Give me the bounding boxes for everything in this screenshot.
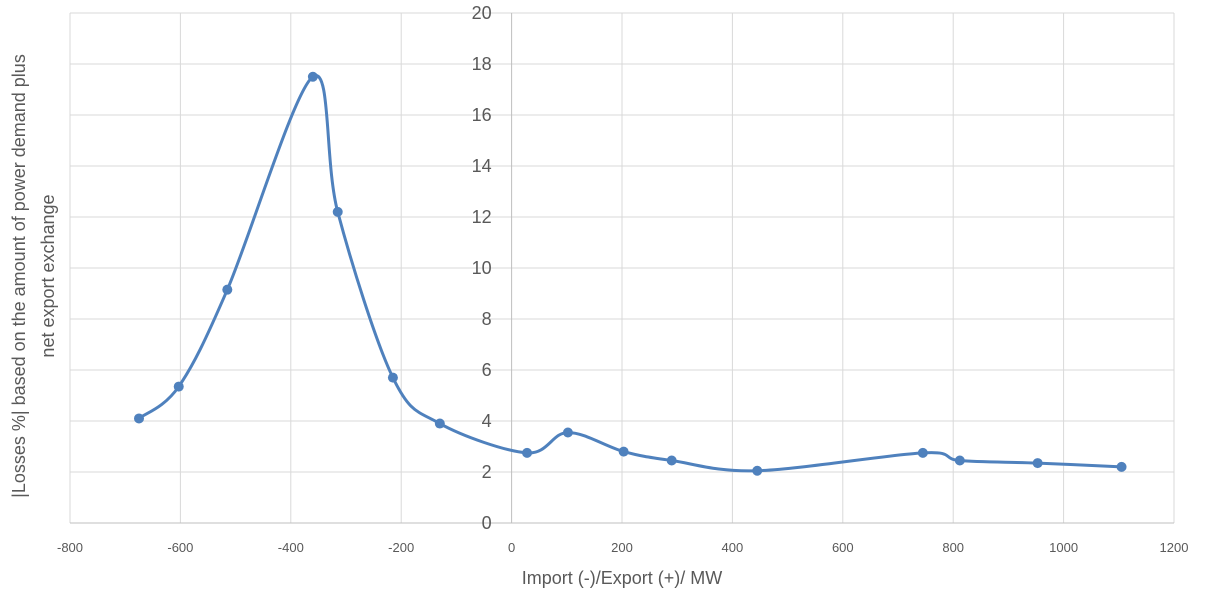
y-tick-label: 18 (472, 54, 492, 74)
x-tick-label: -800 (57, 540, 83, 555)
x-tick-label: 600 (832, 540, 854, 555)
data-point (618, 446, 629, 457)
x-tick-label: -400 (278, 540, 304, 555)
x-tick-label: 1200 (1160, 540, 1189, 555)
y-tick-label: 0 (482, 513, 492, 533)
data-point (134, 413, 144, 424)
x-tick-label: -200 (388, 540, 414, 555)
data-point (387, 372, 398, 383)
x-tick-label: 800 (942, 540, 964, 555)
data-point (666, 455, 677, 466)
y-tick-label: 6 (482, 360, 492, 380)
x-tick-label: -600 (167, 540, 193, 555)
y-tick-label: 16 (472, 105, 492, 125)
x-tick-label: 400 (722, 540, 744, 555)
data-point (522, 447, 533, 458)
y-tick-label: 12 (472, 207, 492, 227)
x-tick-label: 200 (611, 540, 633, 555)
y-tick-label: 4 (482, 411, 492, 431)
y-axis-label-line-1: |Losses %| based on the amount of power … (9, 54, 29, 498)
series-line (137, 74, 1124, 473)
y-tick-label: 10 (472, 258, 492, 278)
data-point (752, 465, 763, 476)
axes (70, 13, 1174, 524)
data-point (1032, 458, 1043, 469)
y-axis-label: |Losses %| based on the amount of power … (9, 54, 58, 498)
gridlines (69, 12, 1175, 523)
x-tick-label: 0 (508, 540, 515, 555)
y-tick-label: 20 (472, 3, 492, 23)
data-point (434, 418, 445, 429)
data-point (222, 284, 233, 295)
data-point (307, 71, 318, 82)
data-point (332, 206, 343, 217)
series-group (134, 71, 1127, 476)
data-point (1116, 461, 1127, 472)
y-tick-label: 2 (482, 462, 492, 482)
y-axis-label-line-2: net export exchange (38, 194, 58, 357)
x-axis-label: Import (-)/Export (+)/ MW (522, 568, 723, 588)
y-tick-label: 14 (472, 156, 492, 176)
y-tick-labels: 0 2 4 6 8 10 12 14 16 18 20 (472, 3, 492, 533)
data-point (917, 447, 928, 458)
data-point (562, 427, 573, 438)
data-point (173, 381, 184, 392)
x-tick-label: 1000 (1049, 540, 1078, 555)
y-tick-label: 8 (482, 309, 492, 329)
data-point (954, 455, 965, 466)
x-tick-labels: -800 -600 -400 -200 0 200 400 600 800 1000 1200 (57, 540, 1188, 555)
